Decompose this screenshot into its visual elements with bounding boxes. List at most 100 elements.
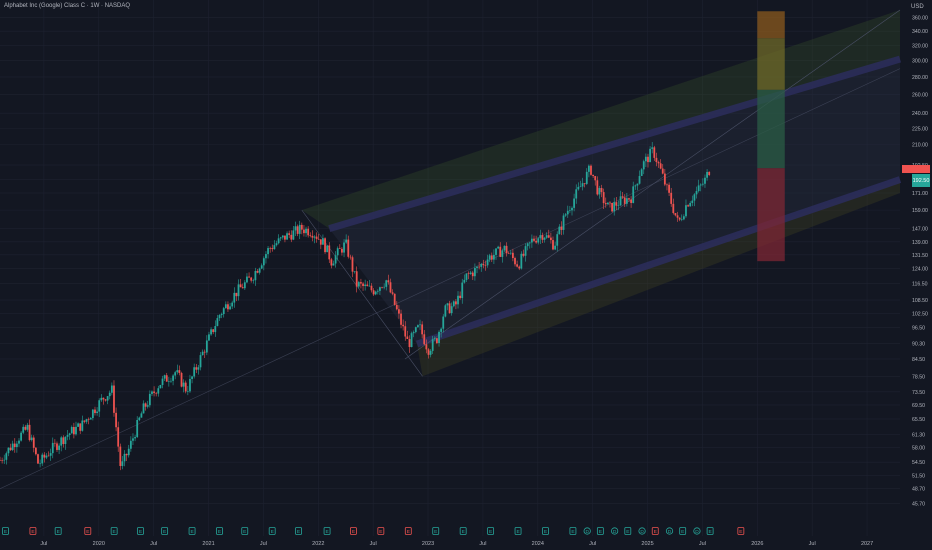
earnings-marker[interactable]: E: [110, 527, 118, 536]
time-tick-label: 2022: [312, 541, 324, 547]
earnings-marker[interactable]: E: [2, 527, 9, 536]
candle-body: [647, 156, 649, 163]
candle-body: [201, 351, 204, 356]
candle-body: [590, 165, 592, 175]
event-letter: D: [640, 529, 644, 535]
event-letter: E: [271, 529, 274, 535]
candle-body: [452, 301, 455, 307]
earnings-marker[interactable]: E: [432, 527, 440, 536]
earnings-marker[interactable]: E: [706, 527, 714, 536]
candle-body: [362, 283, 364, 287]
earnings-marker[interactable]: E: [596, 527, 604, 536]
candle-body: [9, 447, 12, 451]
candle-body: [317, 238, 320, 240]
current-price-label-bg: [912, 174, 930, 187]
earnings-marker[interactable]: E: [350, 527, 357, 536]
earnings-marker[interactable]: E: [295, 527, 302, 536]
candle-body: [30, 437, 33, 441]
candle-body: [541, 235, 544, 240]
candle-body: [583, 183, 586, 184]
candle-body: [526, 243, 529, 247]
candle-body: [442, 316, 445, 329]
candle-body: [501, 250, 504, 257]
earnings-marker[interactable]: E: [679, 527, 687, 536]
candle-body: [132, 438, 134, 441]
candle-body: [672, 203, 675, 214]
earnings-marker[interactable]: E: [651, 527, 659, 536]
price-tick-label: 340.00: [912, 29, 928, 35]
earnings-marker[interactable]: E: [514, 527, 522, 536]
price-tick-label: 210.00: [912, 143, 928, 149]
candle-body: [440, 328, 443, 332]
earnings-marker[interactable]: E: [84, 527, 92, 536]
earnings-marker[interactable]: E: [569, 527, 577, 536]
earnings-marker[interactable]: D: [583, 527, 591, 535]
candle-body: [507, 253, 510, 254]
candle-body: [685, 205, 687, 217]
earnings-marker[interactable]: E: [137, 527, 144, 536]
candle-body: [649, 148, 651, 163]
earnings-marker[interactable]: D: [665, 527, 674, 535]
currency-label[interactable]: USD: [911, 4, 924, 10]
earnings-marker[interactable]: E: [737, 527, 745, 536]
candle-body: [596, 180, 599, 195]
candle-body: [271, 248, 274, 250]
candle-body: [581, 183, 584, 187]
candle-body: [235, 292, 238, 297]
candle-body: [292, 230, 295, 240]
symbol-title[interactable]: Alphabet Inc (Google) Class C · 1W · NAS…: [4, 3, 131, 9]
earnings-marker[interactable]: E: [188, 527, 196, 536]
earnings-marker[interactable]: D: [638, 527, 646, 535]
price-axis[interactable]: 45.70 48.70 51.50 54.50 58.00 61.30 65.50 69.50…: [912, 16, 928, 508]
candle-body: [62, 437, 65, 445]
candle-body: [51, 442, 54, 454]
candle-body: [522, 253, 525, 256]
earnings-marker[interactable]: E: [377, 527, 385, 536]
event-letter: D: [613, 529, 617, 535]
earnings-marker[interactable]: E: [268, 527, 276, 536]
candle-body: [227, 304, 229, 310]
earnings-marker[interactable]: E: [404, 527, 412, 536]
target-price-label-bg: [902, 165, 930, 173]
candle-body: [309, 235, 312, 236]
candle-body: [459, 295, 462, 299]
candle-body: [134, 437, 136, 439]
earnings-marker[interactable]: E: [323, 527, 331, 536]
candle-body: [267, 248, 269, 255]
time-axis[interactable]: Jul 2020 Jul 2021 Jul 2022 Jul 2023 Jul 2024 Jul 20…: [40, 541, 873, 547]
candle-body: [364, 284, 367, 287]
candle-body: [182, 382, 185, 387]
candle-body: [425, 344, 428, 350]
candlestick-series: [0, 142, 711, 471]
earnings-marker[interactable]: E: [241, 527, 249, 536]
candle-body: [638, 176, 641, 184]
candle-body: [623, 197, 626, 204]
earnings-box: [241, 527, 249, 535]
candle-body: [195, 367, 198, 370]
earnings-marker[interactable]: E: [161, 527, 169, 536]
candle-body: [252, 280, 255, 281]
earnings-marker[interactable]: E: [624, 527, 632, 536]
candle-body: [180, 372, 183, 387]
earnings-box: [542, 527, 549, 535]
earnings-marker[interactable]: E: [54, 527, 62, 536]
earnings-marker[interactable]: E: [542, 527, 549, 536]
candle-body: [210, 329, 212, 335]
earnings-marker[interactable]: E: [487, 527, 495, 536]
candle-body: [290, 234, 293, 240]
earnings-marker[interactable]: D: [611, 527, 619, 535]
earnings-marker[interactable]: E: [459, 527, 467, 536]
earnings-marker[interactable]: E: [216, 527, 223, 536]
earnings-marker[interactable]: D: [693, 527, 701, 535]
earnings-box: [737, 527, 745, 535]
candle-body: [611, 203, 614, 212]
earnings-box: [54, 527, 62, 535]
earnings-marker[interactable]: E: [29, 527, 37, 536]
price-tick-label: 300.00: [912, 59, 928, 65]
price-tick-label: 360.00: [912, 16, 928, 22]
candle-body: [421, 324, 424, 335]
earnings-box: [323, 527, 331, 535]
price-tick-label: 147.00: [912, 227, 928, 233]
